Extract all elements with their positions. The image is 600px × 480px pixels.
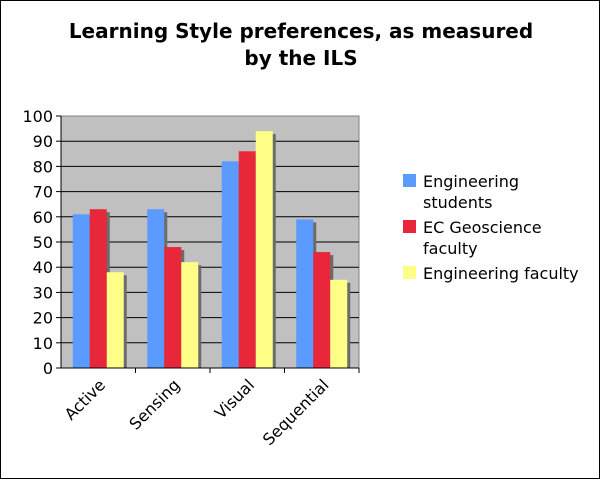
legend-label: EC Geoscience (423, 218, 542, 237)
bar (164, 247, 182, 368)
legend-swatch (403, 220, 416, 233)
legend: Engineering students EC Geoscience faculty E… (403, 172, 579, 283)
y-tick-label: 100 (22, 107, 53, 126)
x-category-label: Sequential (259, 375, 333, 449)
bar (181, 262, 199, 368)
bar (89, 209, 107, 368)
y-tick-label: 60 (33, 208, 53, 227)
bar (147, 209, 165, 368)
legend-label: Engineering (423, 172, 519, 191)
bar (255, 131, 273, 368)
bar (330, 279, 348, 368)
y-tick-label: 0 (43, 359, 53, 378)
bar (106, 272, 124, 368)
x-category-label: Active (61, 375, 109, 423)
y-tick-label: 20 (33, 309, 53, 328)
y-tick-label: 80 (33, 157, 53, 176)
y-tick-label: 90 (33, 132, 53, 151)
bar (72, 214, 90, 368)
legend-swatch (403, 174, 416, 187)
plot-area: 0 10 20 30 40 50 60 70 80 90 100 Active Sensing Visua… (22, 107, 360, 449)
legend-label: faculty (423, 239, 478, 258)
x-category-label: Visual (211, 375, 258, 422)
y-tick-label: 10 (33, 334, 53, 353)
bar (238, 151, 256, 368)
y-tick-label: 30 (33, 283, 53, 302)
chart-title: Learning Style preferences, as measured b… (69, 19, 533, 70)
bar (296, 219, 314, 368)
y-tick-label: 40 (33, 258, 53, 277)
y-tick-label: 70 (33, 183, 53, 202)
y-tick-label: 50 (33, 233, 53, 252)
legend-label: students (423, 193, 493, 212)
bar (221, 161, 239, 368)
bar (313, 252, 331, 368)
chart-title-line: by the ILS (244, 46, 357, 70)
legend-label: Engineering faculty (423, 264, 579, 283)
chart-title-line: Learning Style preferences, as measured (69, 19, 533, 43)
legend-swatch (403, 266, 416, 279)
x-category-label: Sensing (125, 375, 183, 433)
